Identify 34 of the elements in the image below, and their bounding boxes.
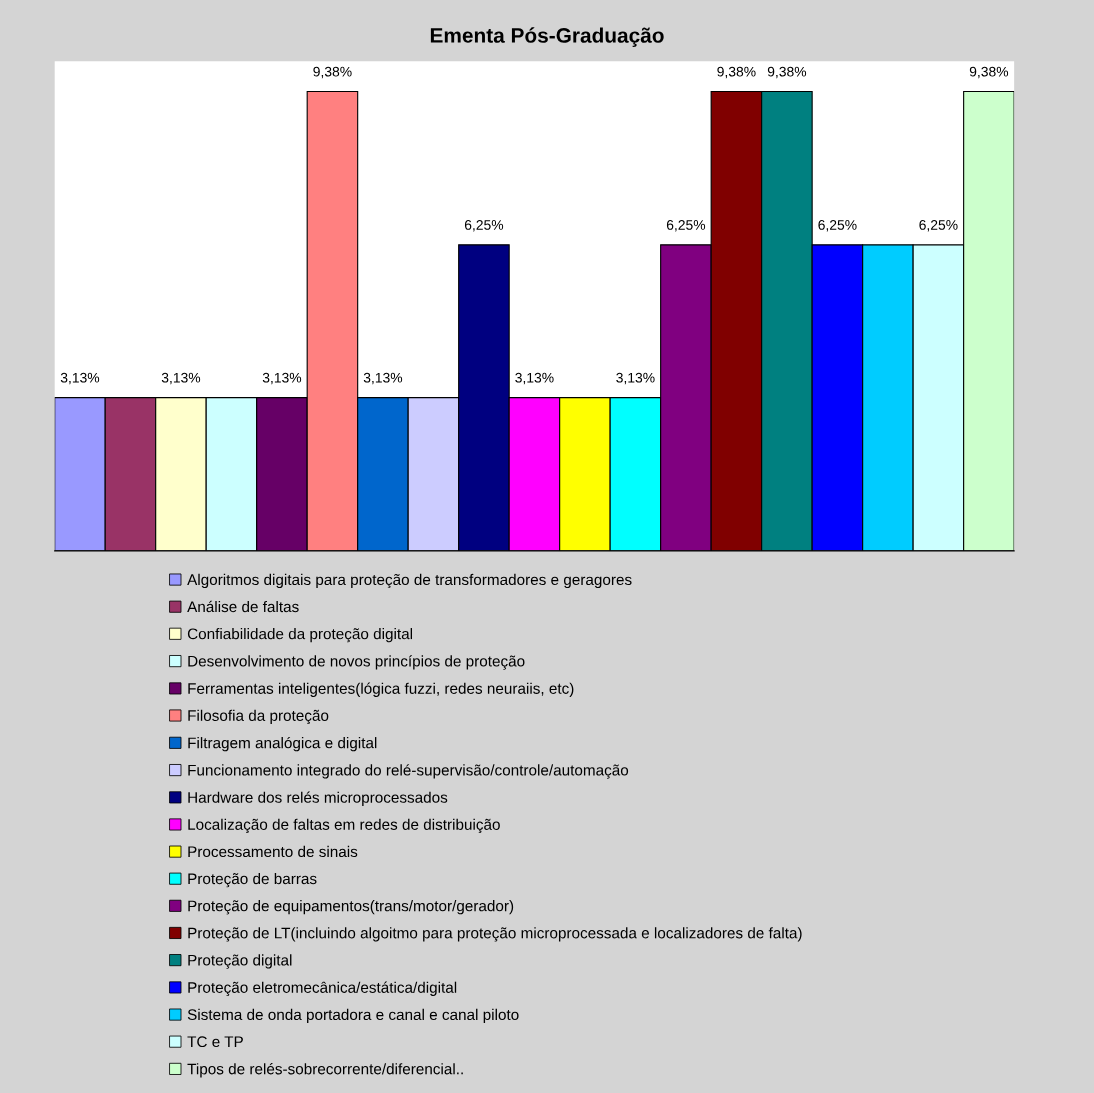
- legend-label: Proteção eletromecânica/estática/digital: [188, 981, 457, 996]
- legend-label: Filosofia da proteção: [188, 709, 329, 725]
- legend-label: Sistema de onda portadora e canal e canal piloto: [187, 1008, 519, 1024]
- legend-label: Análise de faltas: [187, 600, 299, 613]
- chart-title: Ementa Pós-Graduação: [430, 27, 664, 47]
- data-label: 6,25%: [818, 220, 857, 232]
- legend-label: Localização de faltas em redes de distribuição: [188, 818, 500, 834]
- data-label: 9,38%: [313, 66, 352, 79]
- data-label: 3,13%: [262, 372, 302, 385]
- legend-label: Filtragem analógica e digital: [188, 736, 377, 752]
- data-label: 3,13%: [161, 372, 201, 385]
- data-label: 3,13%: [60, 372, 100, 385]
- data-label: 3,13%: [616, 372, 655, 385]
- legend-label: Confiabilidade da proteção digital: [187, 628, 413, 643]
- data-label: 6,25%: [464, 220, 504, 232]
- legend-label: TC e TP: [187, 1036, 243, 1048]
- legend-label: Hardware dos relés microprocessados: [188, 791, 448, 806]
- legend-label: Proteção digital: [188, 954, 292, 969]
- legend-label: Desenvolvimento de novos princípios de proteção: [188, 655, 525, 670]
- data-label: 3,13%: [515, 372, 554, 385]
- legend-label: Proteção de barras: [188, 872, 317, 888]
- legend-label: Algoritmos digitais para proteção de transformadores e geragores: [187, 573, 632, 589]
- legend-label: Tipos de relés-sobrecorrente/diferencial..: [187, 1062, 463, 1078]
- data-label: 9,38%: [717, 66, 756, 79]
- data-label: 9,38%: [969, 66, 1009, 79]
- data-label: 9,38%: [767, 66, 807, 79]
- legend-label: Proteção de LT(incluindo algoitmo para proteção microprocessada e localizadores de falta): [188, 927, 802, 942]
- data-label: 3,13%: [363, 372, 403, 385]
- legend-label: Proteção de equipamentos(trans/motor/gerador): [188, 900, 514, 915]
- legend-label: Ferramentas inteligentes(lógica fuzzi, redes neuraiis, etc): [188, 682, 574, 697]
- legend-label: Processamento de sinais: [188, 845, 358, 858]
- legend-label: Funcionamento integrado do relé-supervisão/controle/automação: [188, 764, 629, 779]
- data-label: 6,25%: [666, 220, 706, 232]
- data-label: 6,25%: [919, 220, 958, 232]
